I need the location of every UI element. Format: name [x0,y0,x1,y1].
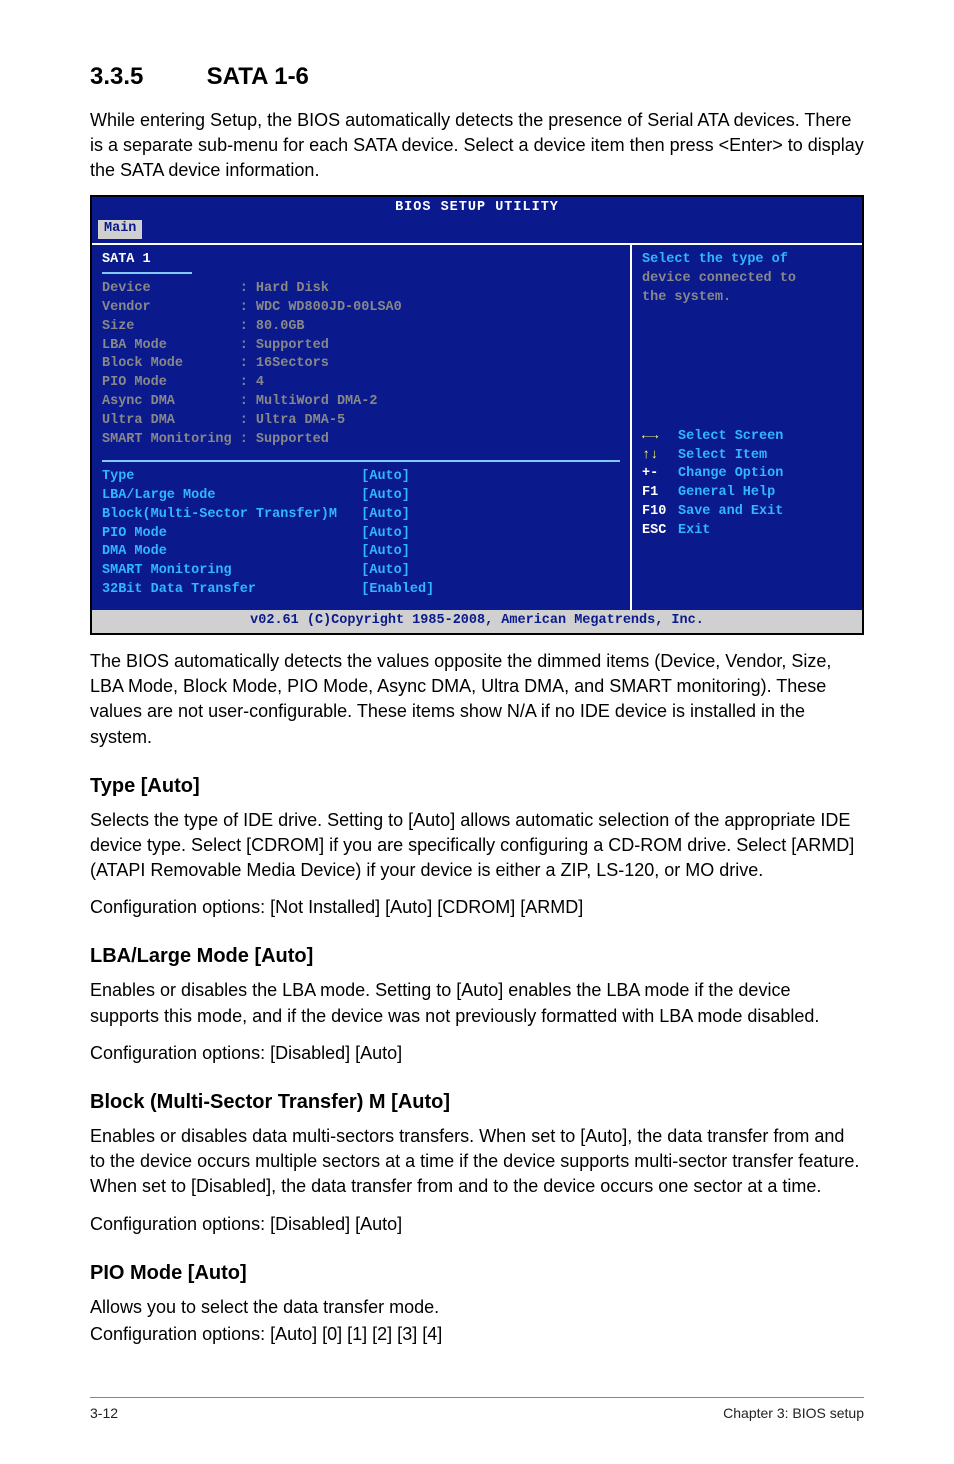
sub-para: Enables or disables the LBA mode. Settin… [90,978,864,1028]
bios-heading-underline [102,272,192,274]
sub-para: Configuration options: [Not Installed] [… [90,895,864,920]
section-title: SATA 1-6 [207,63,309,90]
nav-desc: General Help [678,485,775,500]
bios-option-rows: Type [Auto]LBA/Large Mode [Auto]Block(Mu… [102,468,620,600]
bios-info-row: Size : 80.0GB [102,318,620,337]
bios-option-row[interactable]: LBA/Large Mode [Auto] [102,487,620,506]
sub-heading-block: Block (Multi-Sector Transfer) M [Auto] [90,1088,864,1116]
bios-footer: v02.61 (C)Copyright 1985-2008, American … [92,610,862,633]
bios-help-line: Select the type of [642,251,854,270]
bios-window: BIOS SETUP UTILITY Main SATA 1 Device : … [90,195,864,635]
bios-info-row: Device : Hard Disk [102,280,620,299]
bios-info-row: Vendor : WDC WD800JD-00LSA0 [102,299,620,318]
nav-desc: Select Item [678,448,767,463]
bios-option-row[interactable]: 32Bit Data Transfer [Enabled] [102,581,620,600]
bios-nav-row: +-Change Option [642,465,854,484]
nav-key: F1 [642,484,678,503]
sub-para: Enables or disables data multi-sectors t… [90,1124,864,1200]
bios-help-line: device connected to [642,270,854,289]
bios-left-panel: SATA 1 Device : Hard DiskVendor : WDC WD… [92,245,632,610]
bios-help-text: Select the type of device connected to t… [642,251,854,308]
nav-key: +- [642,465,678,484]
bios-nav-row: ESCExit [642,522,854,541]
bios-tabbar: Main [92,220,862,243]
bios-nav-row: F10Save and Exit [642,503,854,522]
sub-para: Selects the type of IDE drive. Setting t… [90,808,864,884]
page-footer: 3-12 Chapter 3: BIOS setup [90,1397,864,1424]
bios-nav-row: ←→Select Screen [642,428,854,447]
bios-info-row: PIO Mode : 4 [102,374,620,393]
sub-para: Configuration options: [Disabled] [Auto] [90,1041,864,1066]
page-number: 3-12 [90,1404,118,1424]
bios-help-line: the system. [642,289,854,308]
intro-paragraph: While entering Setup, the BIOS automatic… [90,108,864,184]
bios-info-row: Block Mode : 16Sectors [102,355,620,374]
sub-para: Configuration options: [Auto] [0] [1] [2… [90,1322,864,1347]
bios-nav-row: ↑↓Select Item [642,447,854,466]
bios-nav-row: F1General Help [642,484,854,503]
bios-tab-main: Main [98,220,142,239]
bios-option-row[interactable]: Block(Multi-Sector Transfer)M [Auto] [102,506,620,525]
section-heading: 3.3.5 SATA 1-6 [90,60,864,94]
bios-info-row: SMART Monitoring : Supported [102,431,620,450]
bios-info-row: Async DMA : MultiWord DMA-2 [102,393,620,412]
bios-panel-heading: SATA 1 [102,251,620,270]
nav-key: ESC [642,522,678,541]
bios-option-row[interactable]: SMART Monitoring [Auto] [102,562,620,581]
section-number: 3.3.5 [90,60,200,94]
bios-body: SATA 1 Device : Hard DiskVendor : WDC WD… [92,243,862,610]
nav-key: F10 [642,503,678,522]
bios-screenshot: BIOS SETUP UTILITY Main SATA 1 Device : … [90,195,864,635]
bios-divider [102,460,620,462]
bios-option-row[interactable]: DMA Mode [Auto] [102,543,620,562]
bios-info-row: LBA Mode : Supported [102,337,620,356]
bios-option-row[interactable]: Type [Auto] [102,468,620,487]
bios-info-row: Ultra DMA : Ultra DMA-5 [102,412,620,431]
sub-para: Configuration options: [Disabled] [Auto] [90,1212,864,1237]
nav-desc: Change Option [678,466,783,481]
bios-spacer [642,308,854,428]
after-bios-paragraph: The BIOS automatically detects the value… [90,649,864,750]
bios-option-row[interactable]: PIO Mode [Auto] [102,525,620,544]
nav-key: ←→ [642,428,678,447]
sub-heading-type: Type [Auto] [90,772,864,800]
sub-heading-pio: PIO Mode [Auto] [90,1259,864,1287]
sub-heading-lba: LBA/Large Mode [Auto] [90,942,864,970]
sub-para: Allows you to select the data transfer m… [90,1295,864,1320]
nav-desc: Exit [678,523,710,538]
bios-right-panel: Select the type of device connected to t… [632,245,862,610]
chapter-title: Chapter 3: BIOS setup [723,1404,864,1424]
nav-desc: Save and Exit [678,504,783,519]
bios-nav-block: ←→Select Screen↑↓Select Item+-Change Opt… [642,428,854,541]
nav-key: ↑↓ [642,447,678,466]
bios-title: BIOS SETUP UTILITY [92,197,862,220]
bios-dimmed-rows: Device : Hard DiskVendor : WDC WD800JD-0… [102,280,620,450]
nav-desc: Select Screen [678,429,783,444]
